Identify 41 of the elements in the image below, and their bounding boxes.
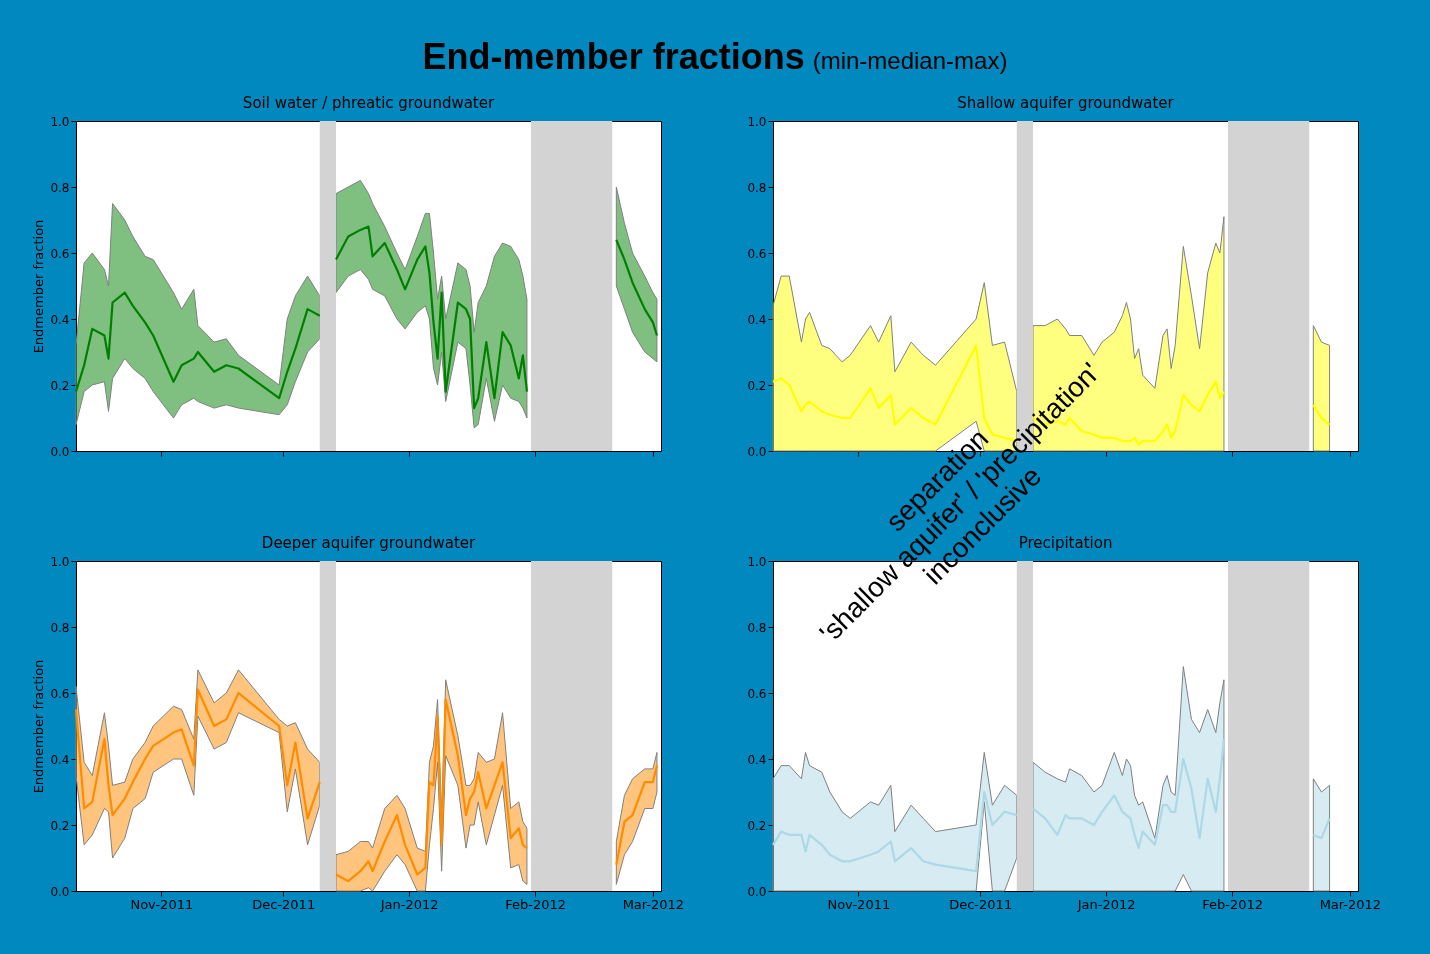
y-tick-label: 0.6 [747,686,767,701]
chart-title: Soil water / phreatic groundwater [242,94,495,112]
y-tick-label: 0.4 [747,312,767,327]
text: End-member fractions [422,36,805,77]
y-tick-label: 0.2 [747,818,767,833]
y-tick-label: 0.6 [50,246,70,261]
y-tick-label: 0.2 [747,378,767,393]
chart-title: Deeper aquifer groundwater [261,534,476,552]
y-tick-label: 0.8 [747,620,767,635]
y-axis-title: Endmember fraction [31,219,47,354]
y-axis-title: Endmember fraction [31,659,47,794]
y-tick-label: 1.0 [50,554,70,569]
y-tick-label: 1.0 [747,114,767,129]
y-tick-label: 0.0 [747,444,767,459]
x-tick-label: Mar-2012 [622,896,685,912]
y-tick-label: 1.0 [747,554,767,569]
x-tick-label: Nov-2011 [827,896,891,912]
y-tick-label: 0.6 [50,686,70,701]
text: (min-median-max) [812,47,1008,74]
x-tick-label: Jan-2012 [379,896,439,912]
x-tick-label: Dec-2011 [252,896,316,912]
y-tick-label: 0.0 [50,444,70,459]
y-tick-label: 0.8 [50,620,70,635]
x-tick-label: Mar-2012 [1319,896,1382,912]
y-tick-label: 0.6 [747,246,767,261]
chart-title: Shallow aquifer groundwater [957,94,1175,112]
y-tick-label: 0.4 [50,752,70,767]
y-tick-label: 0.4 [747,752,767,767]
x-tick-label: Nov-2011 [130,896,194,912]
y-tick-label: 0.0 [747,884,767,899]
y-tick-label: 0.0 [50,884,70,899]
y-tick-label: 0.8 [50,180,70,195]
x-tick-label: Dec-2011 [949,896,1013,912]
x-tick-label: Jan-2012 [1076,896,1136,912]
y-tick-label: 0.4 [50,312,70,327]
y-tick-label: 0.2 [50,378,70,393]
y-tick-label: 0.8 [747,180,767,195]
x-tick-label: Feb-2012 [505,896,566,912]
x-tick-label: Feb-2012 [1202,896,1263,912]
y-tick-label: 0.2 [50,818,70,833]
y-tick-label: 1.0 [50,114,70,129]
